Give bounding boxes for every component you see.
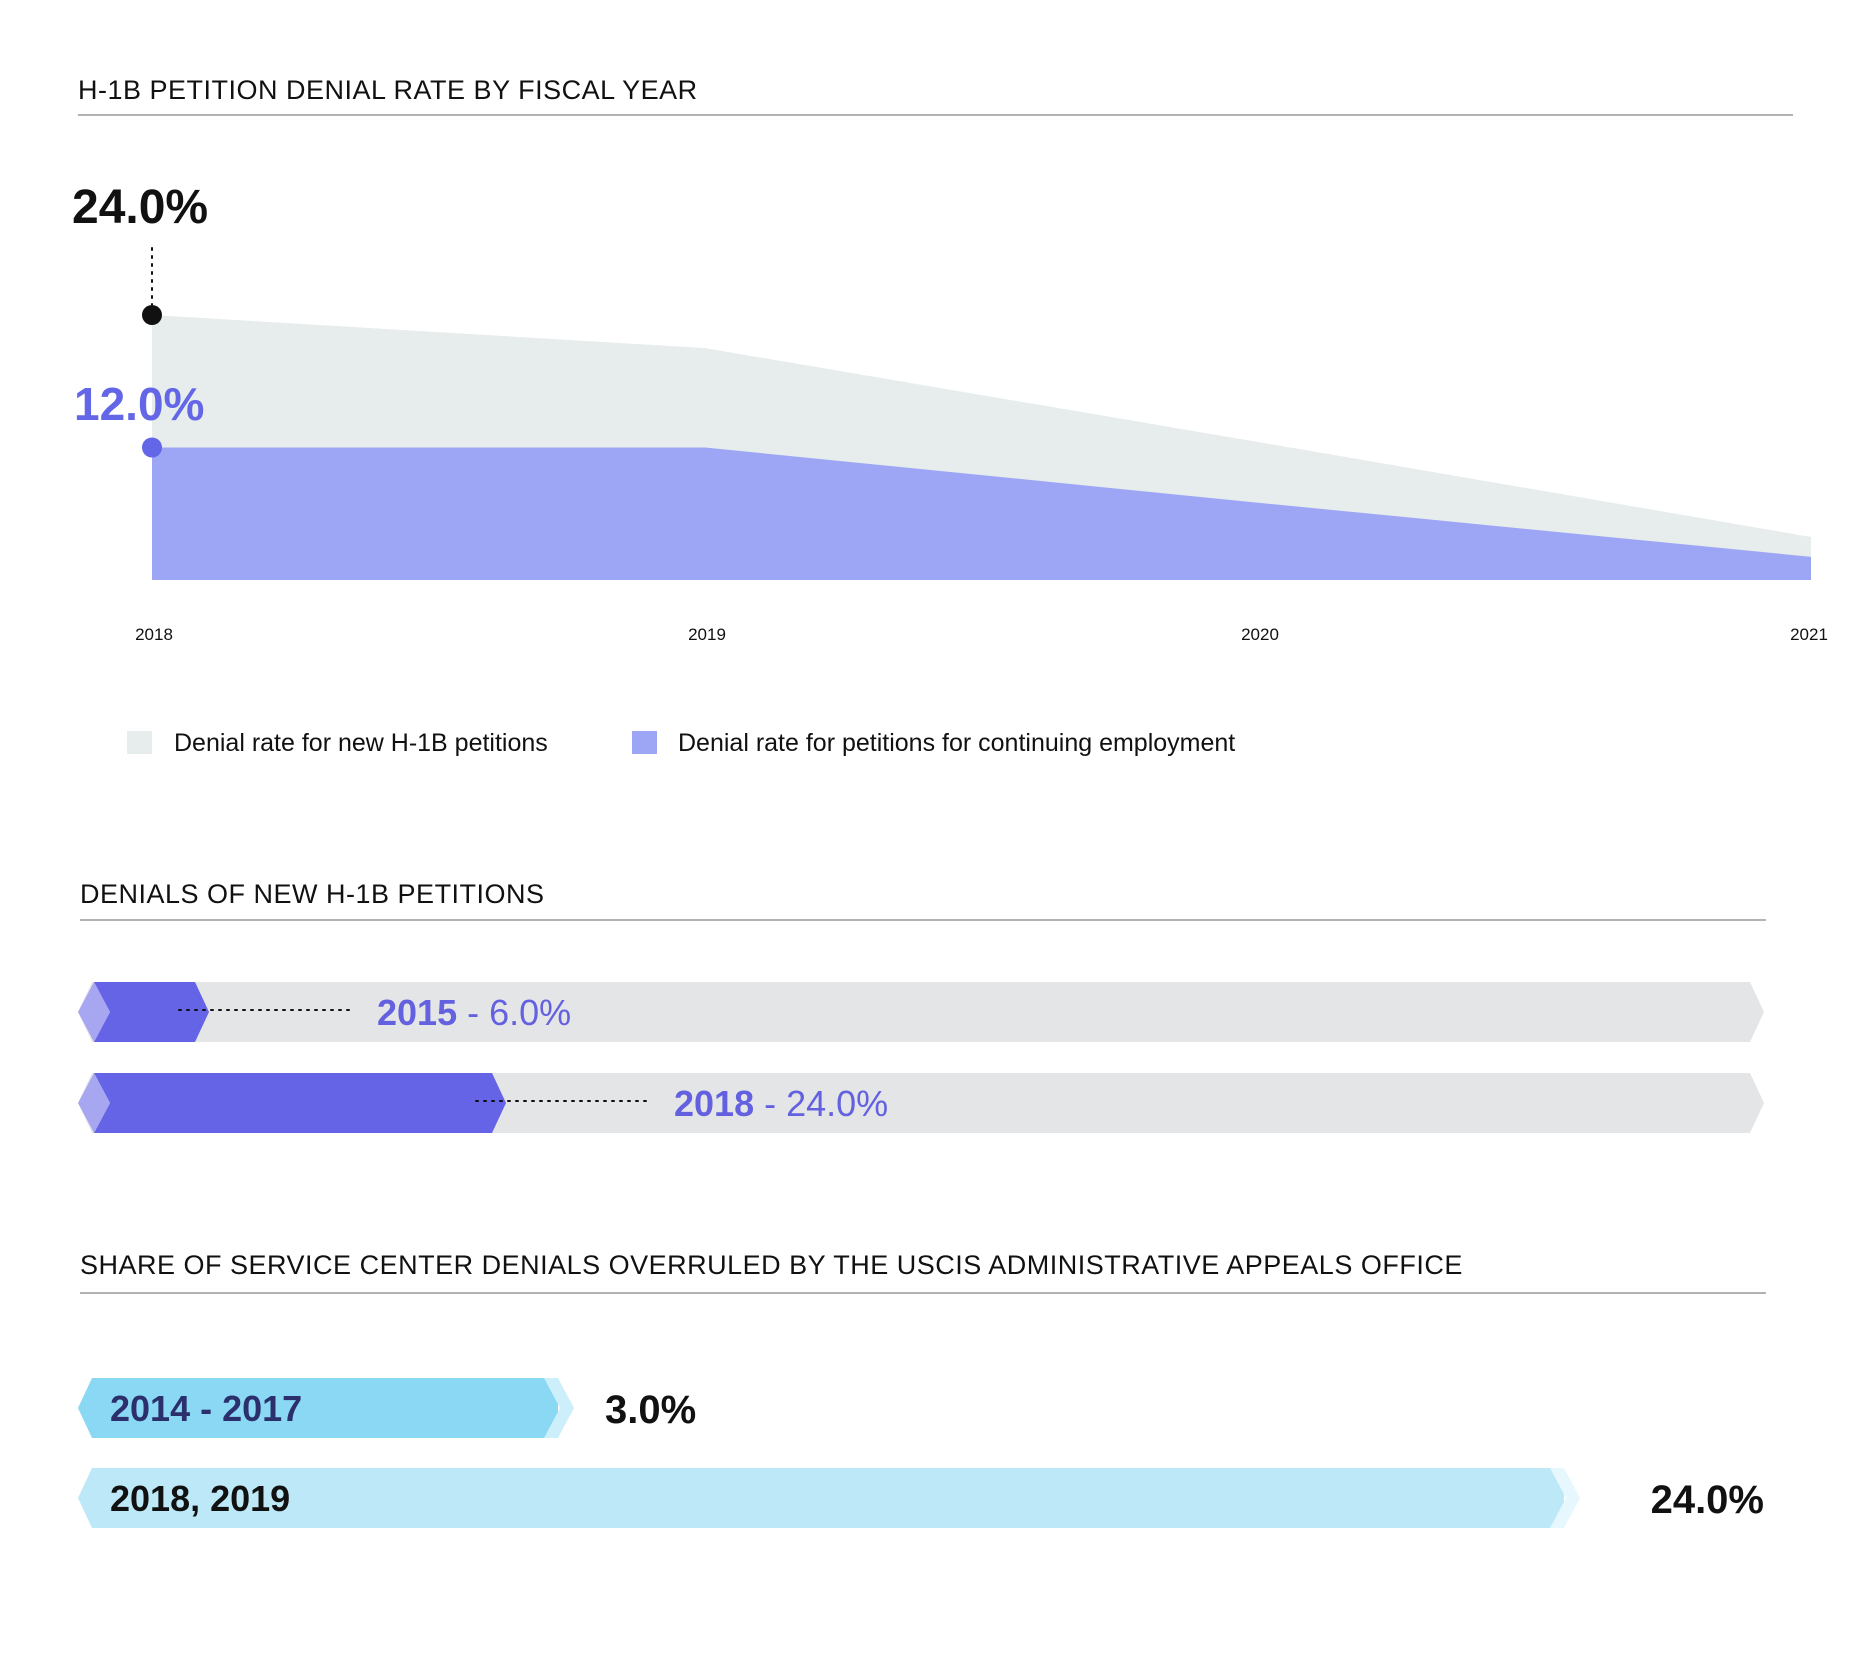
bar-value-label: - 24.0% <box>754 1083 888 1124</box>
chart-title-aao: SHARE OF SERVICE CENTER DENIALS OVERRULE… <box>80 1250 1463 1280</box>
bar-tip <box>78 1073 110 1133</box>
aao-bar-fill <box>78 1378 558 1438</box>
legend-swatch-new <box>127 731 152 754</box>
x-tick-label: 2021 <box>1790 625 1828 644</box>
bar-year-label: 2015 <box>377 992 457 1033</box>
aao-bar-category: 2014 - 2017 <box>110 1388 302 1429</box>
bar-label: 2015 - 6.0% <box>377 992 571 1033</box>
x-tick-label: 2020 <box>1241 625 1279 644</box>
bar-fill <box>94 982 209 1042</box>
bar-label: 2018 - 24.0% <box>674 1083 888 1124</box>
chart-title-new-denials: DENIALS OF NEW H-1B PETITIONS <box>80 879 545 909</box>
area-series-1 <box>152 447 1811 580</box>
bar-tip <box>78 982 110 1042</box>
bar-year-label: 2018 <box>674 1083 754 1124</box>
bar-track <box>78 982 1764 1042</box>
legend-label-new: Denial rate for new H-1B petitions <box>174 729 548 757</box>
annotation-value-new: 24.0% <box>72 181 208 234</box>
data-point-new-2018 <box>142 305 162 325</box>
aao-bar-value: 3.0% <box>605 1388 696 1432</box>
chart-title-denial-rate: H-1B PETITION DENIAL RATE BY FISCAL YEAR <box>78 75 698 105</box>
aao-bar-tip <box>1550 1468 1580 1528</box>
bar-track <box>78 1073 1764 1133</box>
annotation-value-continuing: 12.0% <box>74 378 204 430</box>
data-point-continuing-2018 <box>142 437 162 458</box>
bar-fill <box>94 1073 506 1133</box>
legend-swatch-continuing <box>632 731 657 754</box>
aao-bar-tip <box>544 1378 574 1438</box>
bar-value-label: - 6.0% <box>457 992 571 1033</box>
aao-bar-value: 24.0% <box>1651 1478 1764 1522</box>
x-tick-label: 2019 <box>688 625 726 644</box>
legend-label-continuing: Denial rate for petitions for continuing… <box>678 729 1235 757</box>
x-tick-label: 2018 <box>135 625 173 644</box>
aao-bar-fill <box>78 1468 1564 1528</box>
aao-bar-category: 2018, 2019 <box>110 1478 290 1519</box>
